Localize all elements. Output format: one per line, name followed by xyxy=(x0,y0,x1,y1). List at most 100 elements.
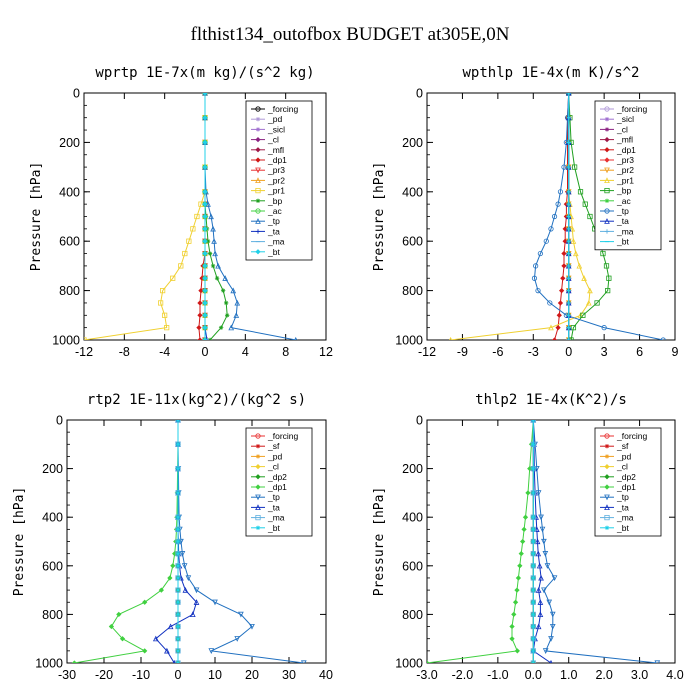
panel-title: thlp2 1E-4x(K^2)/s xyxy=(475,392,627,408)
legend-marker xyxy=(255,444,261,449)
data-point xyxy=(541,587,547,594)
legend-entry: _cl xyxy=(616,462,628,472)
data-point xyxy=(202,189,208,195)
data-point xyxy=(582,201,588,207)
data-point xyxy=(517,563,523,569)
y-tick-label: 0 xyxy=(56,414,63,428)
legend-entry: _bt xyxy=(267,523,280,533)
legend-entry: _mfl xyxy=(267,145,284,155)
data-point xyxy=(543,238,549,244)
legend-entry: _cl xyxy=(267,135,279,145)
data-point xyxy=(548,324,554,331)
legend-marker xyxy=(604,474,610,480)
x-tick-label: -6 xyxy=(492,345,503,359)
data-point xyxy=(233,312,240,318)
legend-marker xyxy=(604,515,610,521)
legend-entry: _pd xyxy=(616,451,631,461)
data-point xyxy=(164,325,170,331)
legend-marker xyxy=(604,127,610,132)
data-point xyxy=(534,538,541,545)
legend-marker xyxy=(255,127,261,132)
data-point xyxy=(175,563,181,568)
x-tick-label: -10 xyxy=(132,668,150,682)
x-tick-label: -3 xyxy=(528,345,539,359)
y-tick-label: 1000 xyxy=(35,657,63,671)
data-point xyxy=(175,442,181,447)
legend-marker xyxy=(604,106,610,112)
x-tick-label: 20 xyxy=(245,668,259,682)
legend-marker xyxy=(255,198,261,203)
data-point xyxy=(509,623,515,630)
data-point xyxy=(84,337,87,340)
x-tick-label: 0.0 xyxy=(525,668,542,682)
data-point xyxy=(535,623,542,630)
y-tick-label: 1000 xyxy=(395,334,423,348)
data-point xyxy=(569,225,576,232)
data-point xyxy=(193,587,200,594)
y-tick-label: 200 xyxy=(402,136,423,150)
y-tick-label: 600 xyxy=(402,559,423,573)
panel-title: rtp2 1E-11x(kg^2)/(kg^2 s) xyxy=(87,392,306,408)
data-point xyxy=(197,312,203,318)
data-point xyxy=(214,276,220,281)
data-point xyxy=(557,300,564,306)
data-point xyxy=(533,263,539,269)
y-tick-label: 0 xyxy=(416,87,423,101)
legend-entry: _forcing xyxy=(616,104,648,114)
y-tick-label: 800 xyxy=(59,284,80,298)
legend-marker xyxy=(255,454,261,459)
data-point xyxy=(522,514,529,520)
data-point xyxy=(544,563,551,569)
data-point xyxy=(175,420,181,423)
data-point xyxy=(189,611,196,617)
legend-marker xyxy=(255,218,261,224)
legend-entry: _dp1 xyxy=(267,482,287,492)
data-point xyxy=(581,275,587,281)
legend-marker xyxy=(604,463,610,470)
data-point xyxy=(562,238,568,244)
legend-marker xyxy=(255,106,261,112)
y-tick-label: 400 xyxy=(42,511,63,525)
data-point xyxy=(220,288,226,293)
legend: _forcing_sicl_cl_mfl_dp1_pr3_pr2_pr1_bp_… xyxy=(594,100,662,251)
data-point xyxy=(531,575,536,581)
legend-marker xyxy=(255,187,261,194)
legend-entry: _dp1 xyxy=(267,155,287,165)
legend-entry: _cl xyxy=(267,462,279,472)
data-point xyxy=(535,550,542,557)
y-tick-label: 600 xyxy=(59,235,80,249)
legend-marker xyxy=(604,444,610,449)
y-tick-label: 400 xyxy=(402,511,423,525)
series-layer xyxy=(427,420,661,663)
legend-entry: _cl xyxy=(616,124,628,134)
data-point xyxy=(509,636,515,642)
data-point xyxy=(587,213,593,220)
legend-marker xyxy=(255,229,261,234)
legend-marker xyxy=(255,177,261,183)
x-tick-label: -12 xyxy=(418,345,436,359)
data-point xyxy=(577,189,584,195)
data-point xyxy=(541,538,547,545)
data-point xyxy=(202,312,208,318)
data-point xyxy=(182,587,189,593)
y-tick-label: 800 xyxy=(42,608,63,622)
x-tick-label: 3 xyxy=(601,345,608,359)
data-point xyxy=(207,251,213,256)
y-tick-label: 200 xyxy=(59,136,80,150)
data-point xyxy=(511,611,517,618)
data-point xyxy=(175,587,181,593)
data-point xyxy=(514,587,520,593)
data-point xyxy=(202,139,208,146)
data-point xyxy=(539,526,546,533)
data-point xyxy=(300,660,307,663)
legend-entry: _dp1 xyxy=(616,145,636,155)
x-tick-label: 0 xyxy=(565,345,572,359)
data-point xyxy=(160,287,166,294)
legend-marker xyxy=(604,177,610,183)
legend-marker xyxy=(604,433,610,439)
data-point xyxy=(606,275,612,281)
data-point xyxy=(518,551,524,557)
data-point xyxy=(186,238,192,244)
series-line-tp xyxy=(532,420,658,663)
legend-entry: _ac xyxy=(616,196,631,206)
